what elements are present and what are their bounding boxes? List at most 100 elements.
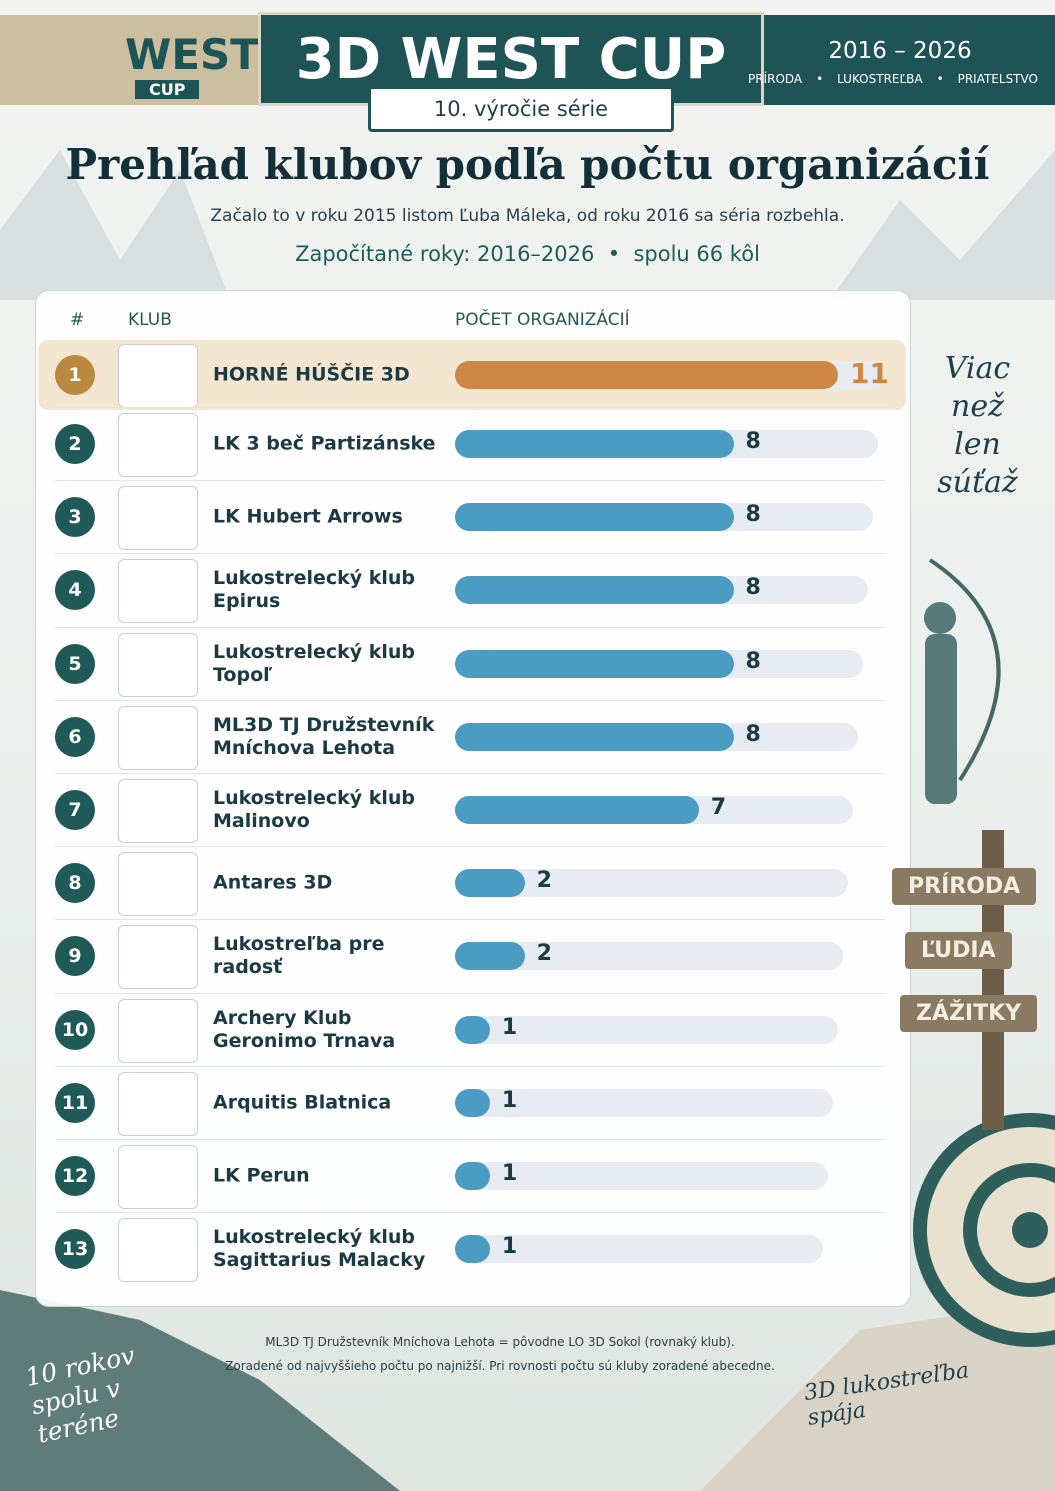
main-title: 3D WEST CUP: [258, 12, 764, 106]
bar: [455, 1235, 490, 1264]
rank-badge: 7: [55, 790, 95, 830]
row-divider: [55, 1212, 885, 1214]
column-header: KLUB: [128, 310, 172, 330]
logo-word: WEST: [125, 30, 259, 79]
value-label: 2: [536, 941, 552, 967]
club-name: LK 3 beč Partizánske: [213, 432, 436, 455]
club-logo: [118, 632, 198, 697]
club-logo: [118, 1071, 198, 1136]
chart-subtitle: Začalo to v roku 2015 listom Ľuba Máleka…: [210, 206, 845, 226]
bar: [455, 942, 525, 971]
bar: [455, 1088, 490, 1117]
club-name: Lukostrelecký klub Malinovo: [213, 787, 416, 832]
row-divider: [55, 699, 885, 701]
club-logo: [118, 779, 198, 843]
value-label: 8: [745, 429, 761, 454]
club-logo: [118, 1145, 198, 1209]
bar: [455, 796, 699, 824]
side-note: Viac než len súťaž: [937, 351, 1018, 500]
rank-badge: 8: [55, 863, 95, 904]
bar: [455, 649, 734, 678]
footnotes: ML3D TJ Družstevník Mníchova Lehota = pô…: [0, 1330, 1000, 1378]
bar: [455, 869, 525, 898]
club-name: HORNÉ HÚŠČIE 3D: [213, 363, 410, 386]
counted-years: Započítané roky: 2016–2026: [295, 242, 595, 266]
row-divider: [55, 626, 885, 628]
club-logo: [118, 852, 198, 917]
rank-badge: 12: [55, 1156, 95, 1196]
club-name: Archery Klub Geronimo Trnava: [213, 1006, 396, 1052]
row-divider: [55, 773, 885, 774]
club-logo: [118, 1218, 198, 1283]
motto: PRÍRODA • LUKOSTREĽBA • PRIATELSTVO: [748, 72, 1038, 86]
ribbon: 10. výročie série: [368, 86, 674, 132]
value-label: 8: [745, 575, 761, 601]
total-rounds: spolu 66 kôl: [633, 242, 760, 266]
club-name: Lukostrelecký klub Epirus: [213, 567, 416, 613]
club-name: LK Perun: [213, 1164, 310, 1187]
club-logo: [118, 705, 198, 770]
club-logo: [118, 559, 198, 624]
rank-badge: 1: [55, 355, 95, 395]
rank-badge: 11: [55, 1082, 95, 1123]
club-name: ML3D TJ Družstevník Mníchova Lehota: [213, 713, 435, 759]
value-label: 8: [745, 502, 761, 528]
bar: [455, 722, 734, 751]
row-divider: [55, 1139, 885, 1140]
header-right: [718, 15, 1055, 105]
rank-badge: 5: [55, 643, 95, 684]
value-label: 1: [501, 1161, 518, 1186]
row-divider: [55, 992, 885, 994]
footnote: Zoradené od najvyššieho počtu po najnižš…: [225, 1359, 775, 1373]
bar: [455, 430, 734, 458]
row-divider: [55, 407, 885, 408]
row-divider: [55, 480, 885, 482]
motto-word: PRIATELSTVO: [957, 72, 1038, 86]
club-logo: [118, 998, 198, 1063]
value-label: 2: [536, 868, 552, 894]
bar: [455, 503, 734, 532]
rank-badge: 10: [55, 1009, 95, 1050]
bar: [455, 576, 734, 605]
rank-badge: 6: [55, 716, 95, 757]
sign: ĽUDIA: [905, 932, 1012, 969]
rank-badge: 3: [55, 497, 95, 538]
club-name: Lukostrelecký klub Sagittarius Malacky: [213, 1226, 426, 1272]
bar-track: [455, 1015, 838, 1044]
value-label: 1: [501, 1014, 518, 1040]
club-logo: [118, 486, 198, 551]
value-label: 7: [710, 795, 727, 820]
club-name: Antares 3D: [213, 871, 333, 894]
motto-word: PRÍRODA: [748, 72, 803, 86]
row-divider: [55, 553, 885, 555]
value-label: 8: [745, 648, 761, 674]
club-logo: [118, 413, 198, 477]
row-divider: [55, 1065, 885, 1067]
bar: [455, 1162, 490, 1190]
club-name: Lukostrelecký klub Topoľ: [213, 640, 416, 686]
rank-badge: 9: [55, 936, 95, 977]
row-divider: [55, 919, 885, 921]
value-label: 1: [501, 1087, 518, 1113]
club-logo: [118, 925, 198, 990]
logo-sub: CUP: [135, 80, 200, 99]
bar-track: [455, 1088, 833, 1117]
rank-badge: 13: [55, 1229, 95, 1270]
column-header: POČET ORGANIZÁCIÍ: [455, 310, 630, 330]
separator: •: [936, 72, 944, 86]
rank-badge: 2: [55, 424, 95, 464]
value-label: 8: [745, 721, 761, 747]
sign: PRÍRODA: [892, 868, 1037, 905]
chart-title: Prehľad klubov podľa počtu organizácií: [65, 140, 990, 189]
bar-track: [455, 1162, 828, 1190]
years: 2016 – 2026: [828, 38, 972, 64]
footnote: ML3D TJ Družstevník Mníchova Lehota = pô…: [265, 1335, 735, 1349]
club-name: Lukostreľba pre radosť: [213, 933, 385, 979]
value-label: 1: [501, 1234, 518, 1260]
club-logo: [118, 344, 198, 408]
motto-word: LUKOSTREĽBA: [837, 72, 923, 86]
bar: [455, 1015, 490, 1044]
column-header: #: [70, 310, 85, 330]
